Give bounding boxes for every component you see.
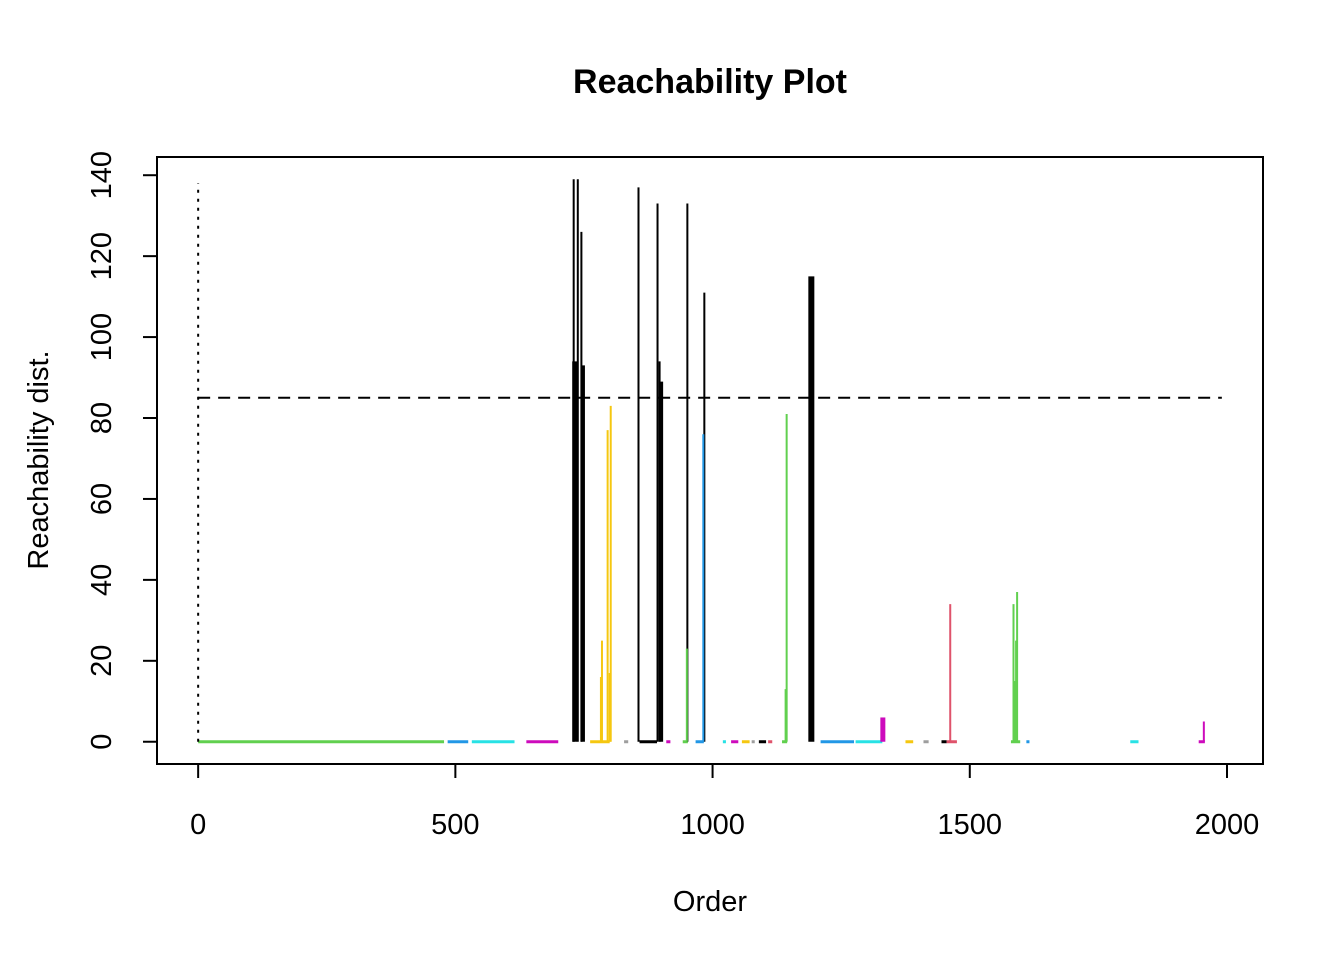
y-tick-label: 40 bbox=[86, 564, 118, 596]
data-layer bbox=[197, 179, 1222, 744]
x-tick-label: 2000 bbox=[1195, 809, 1260, 841]
y-tick-label: 60 bbox=[86, 483, 118, 515]
x-tick-label: 0 bbox=[190, 809, 206, 841]
y-tick-label: 20 bbox=[86, 645, 118, 677]
y-tick-label: 0 bbox=[86, 734, 118, 750]
x-tick-label: 500 bbox=[431, 809, 479, 841]
x-tick-label: 1000 bbox=[680, 809, 745, 841]
x-axis-label: Order bbox=[673, 886, 747, 918]
plot-frame bbox=[156, 156, 1264, 765]
y-tick-label: 140 bbox=[86, 151, 118, 199]
chart-title: Reachability Plot bbox=[573, 63, 847, 101]
y-tick-label: 120 bbox=[86, 232, 118, 280]
y-axis: 0 20 40 60 80 100 120 140 bbox=[86, 151, 158, 750]
y-axis-label: Reachability dist. bbox=[23, 350, 55, 569]
x-axis: 0 500 1000 1500 2000 bbox=[190, 763, 1260, 841]
x-tick-label: 1500 bbox=[938, 809, 1003, 841]
y-tick-label: 100 bbox=[86, 313, 118, 361]
y-tick-label: 80 bbox=[86, 402, 118, 434]
